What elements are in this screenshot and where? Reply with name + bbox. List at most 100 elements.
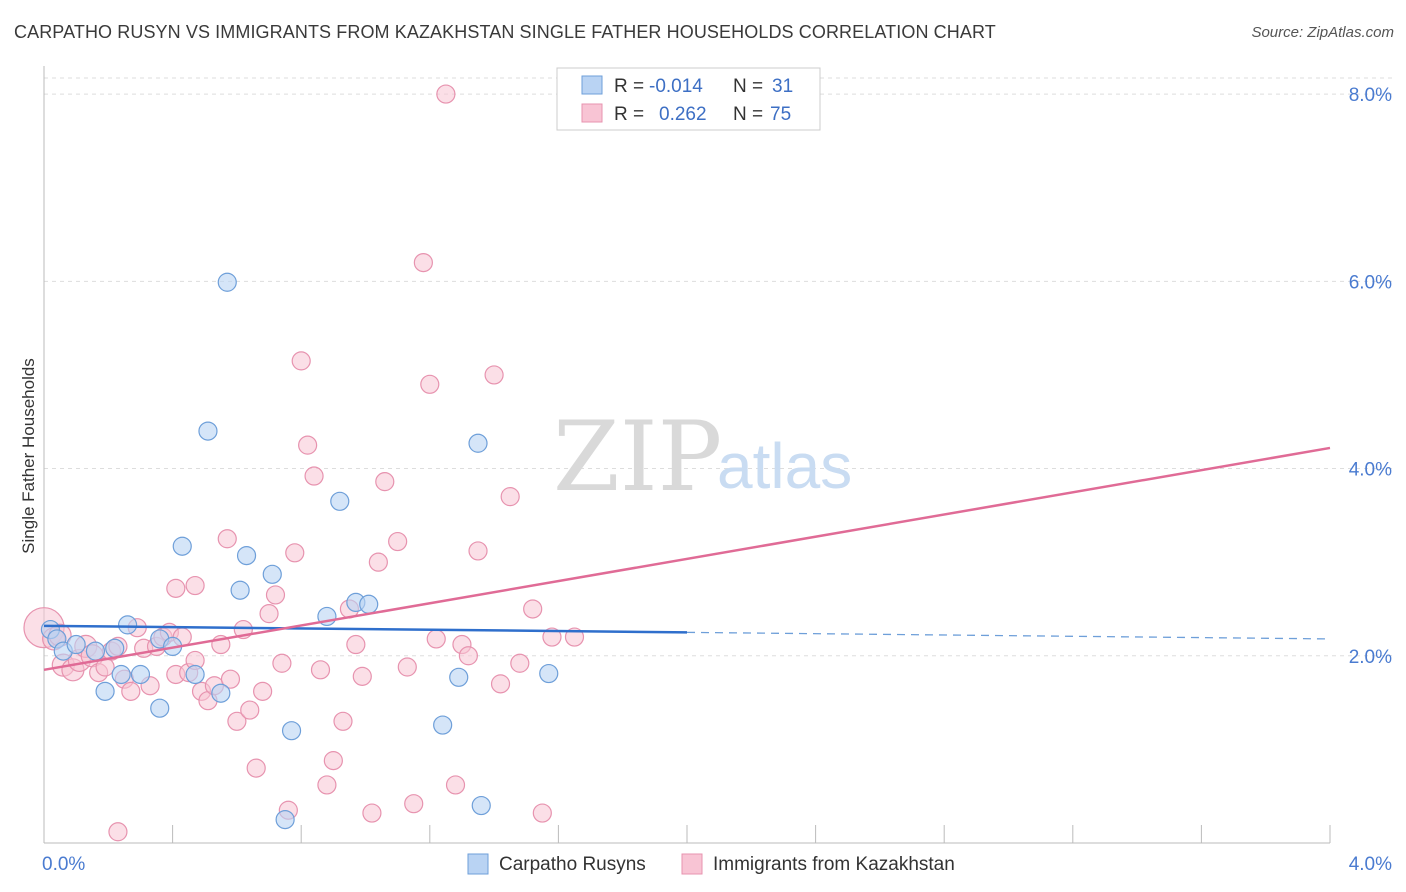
trend-lines <box>43 446 1331 672</box>
blue-point-29 <box>539 663 559 684</box>
blue-point-15 <box>172 536 192 556</box>
blue-point-24 <box>359 594 379 614</box>
pink-point-61 <box>458 646 478 666</box>
trend-line-immigrants-from-kazakhstan <box>43 446 1331 672</box>
watermark-atlas: atlas <box>717 430 852 502</box>
source-label: Source: ZipAtlas.com <box>1251 24 1394 41</box>
pink-point-51 <box>375 472 395 492</box>
pink-point-45 <box>333 711 353 731</box>
watermark-zip: ZIP <box>553 401 722 513</box>
blue-point-6 <box>117 615 138 635</box>
pink-point-69 <box>542 627 562 647</box>
bottom-legend-label-2: Immigrants from Kazakhstan <box>713 854 955 875</box>
blue-point-11 <box>185 664 205 685</box>
blue-point-16 <box>198 421 218 441</box>
axes <box>43 66 1331 844</box>
bottom-legend: Carpatho Rusyns Immigrants from Kazakhst… <box>467 853 955 875</box>
blue-point-10 <box>111 664 131 685</box>
pink-point-50 <box>368 552 388 572</box>
pink-point-41 <box>304 466 324 486</box>
blue-point-31 <box>471 795 491 816</box>
pink-point-53 <box>397 657 417 677</box>
series-immigrants-from-kazakhstan <box>23 84 585 842</box>
pink-point-28 <box>220 669 241 689</box>
legend-r-label-1: R = <box>614 76 644 97</box>
pink-point-13 <box>121 681 141 701</box>
blue-point-3 <box>66 634 86 655</box>
legend-swatch-pink <box>581 103 603 123</box>
tick-labels: 2.0% 4.0% 6.0% 8.0% 0.0% 4.0% <box>42 85 1392 875</box>
pink-point-44 <box>323 751 343 771</box>
x-tick-label-0: 0.0% <box>42 854 85 875</box>
y-tick-label-3: 8.0% <box>1349 85 1392 106</box>
pink-point-36 <box>272 653 292 673</box>
pink-point-32 <box>246 758 266 778</box>
pink-point-73 <box>166 578 186 598</box>
pink-point-72 <box>185 575 205 596</box>
pink-point-58 <box>436 84 456 104</box>
trend-line-carpatho-rusyns-extension <box>686 631 1331 640</box>
blue-point-28 <box>468 433 488 453</box>
blue-point-9 <box>130 664 151 685</box>
pink-point-29 <box>227 711 247 731</box>
legend-box: R = -0.014 N = 31 R = 0.262 N = 75 <box>556 67 821 131</box>
pink-point-38 <box>285 543 305 563</box>
legend-n-value-1: 31 <box>772 76 793 97</box>
pink-point-74 <box>108 822 128 842</box>
pink-point-48 <box>352 666 372 686</box>
pink-point-43 <box>317 775 337 795</box>
blue-point-4 <box>85 641 106 661</box>
pink-point-47 <box>346 634 366 655</box>
pink-point-68 <box>532 803 552 823</box>
pink-point-59 <box>445 775 466 795</box>
legend-n-value-2: 75 <box>770 104 791 125</box>
pink-point-62 <box>468 541 488 561</box>
bottom-legend-swatch-blue <box>467 853 489 875</box>
pink-point-39 <box>291 351 311 371</box>
blue-point-25 <box>281 721 302 741</box>
watermark: ZIP atlas <box>553 401 852 513</box>
blue-point-12 <box>95 681 115 701</box>
pink-point-71 <box>217 529 237 549</box>
pink-point-70 <box>564 627 585 647</box>
pink-point-33 <box>253 681 273 701</box>
pink-point-42 <box>310 660 331 680</box>
x-tick-label-1: 4.0% <box>1349 854 1392 875</box>
legend-n-label-2: N = <box>733 104 763 125</box>
pink-point-35 <box>265 585 286 605</box>
blue-point-27 <box>449 667 469 687</box>
blue-point-30 <box>275 809 295 830</box>
pink-point-56 <box>420 374 440 394</box>
y-tick-label-2: 6.0% <box>1349 272 1392 293</box>
pink-point-57 <box>426 629 446 649</box>
blue-point-18 <box>236 546 257 566</box>
pink-point-40 <box>298 435 318 455</box>
legend-swatch-blue <box>581 75 603 95</box>
pink-point-55 <box>413 252 433 273</box>
trend-line-carpatho-rusyns <box>43 624 688 634</box>
bottom-legend-label-1: Carpatho Rusyns <box>499 854 646 875</box>
pink-point-65 <box>500 487 520 507</box>
chart-title: CARPATHO RUSYN VS IMMIGRANTS FROM KAZAKH… <box>14 22 996 42</box>
legend-r-label-2: R = <box>614 104 644 125</box>
blue-point-20 <box>262 564 282 584</box>
blue-point-26 <box>433 715 453 735</box>
y-tick-label-1: 4.0% <box>1349 460 1392 481</box>
legend-n-label-1: N = <box>733 76 763 97</box>
pink-point-49 <box>362 803 382 823</box>
bottom-legend-swatch-pink <box>681 853 703 875</box>
pink-point-63 <box>484 365 504 385</box>
y-axis-label: Single Father Households <box>19 358 38 554</box>
y-tick-label-0: 2.0% <box>1349 647 1392 668</box>
blue-point-22 <box>330 491 350 511</box>
blue-point-19 <box>230 580 250 600</box>
pink-point-31 <box>240 700 260 720</box>
pink-point-64 <box>490 674 511 694</box>
grid-lines <box>44 77 1392 657</box>
blue-point-17 <box>217 272 237 292</box>
pink-point-52 <box>388 531 408 552</box>
series-carpatho-rusyns <box>40 272 559 830</box>
blue-point-13 <box>150 698 170 718</box>
pink-point-67 <box>523 599 543 619</box>
